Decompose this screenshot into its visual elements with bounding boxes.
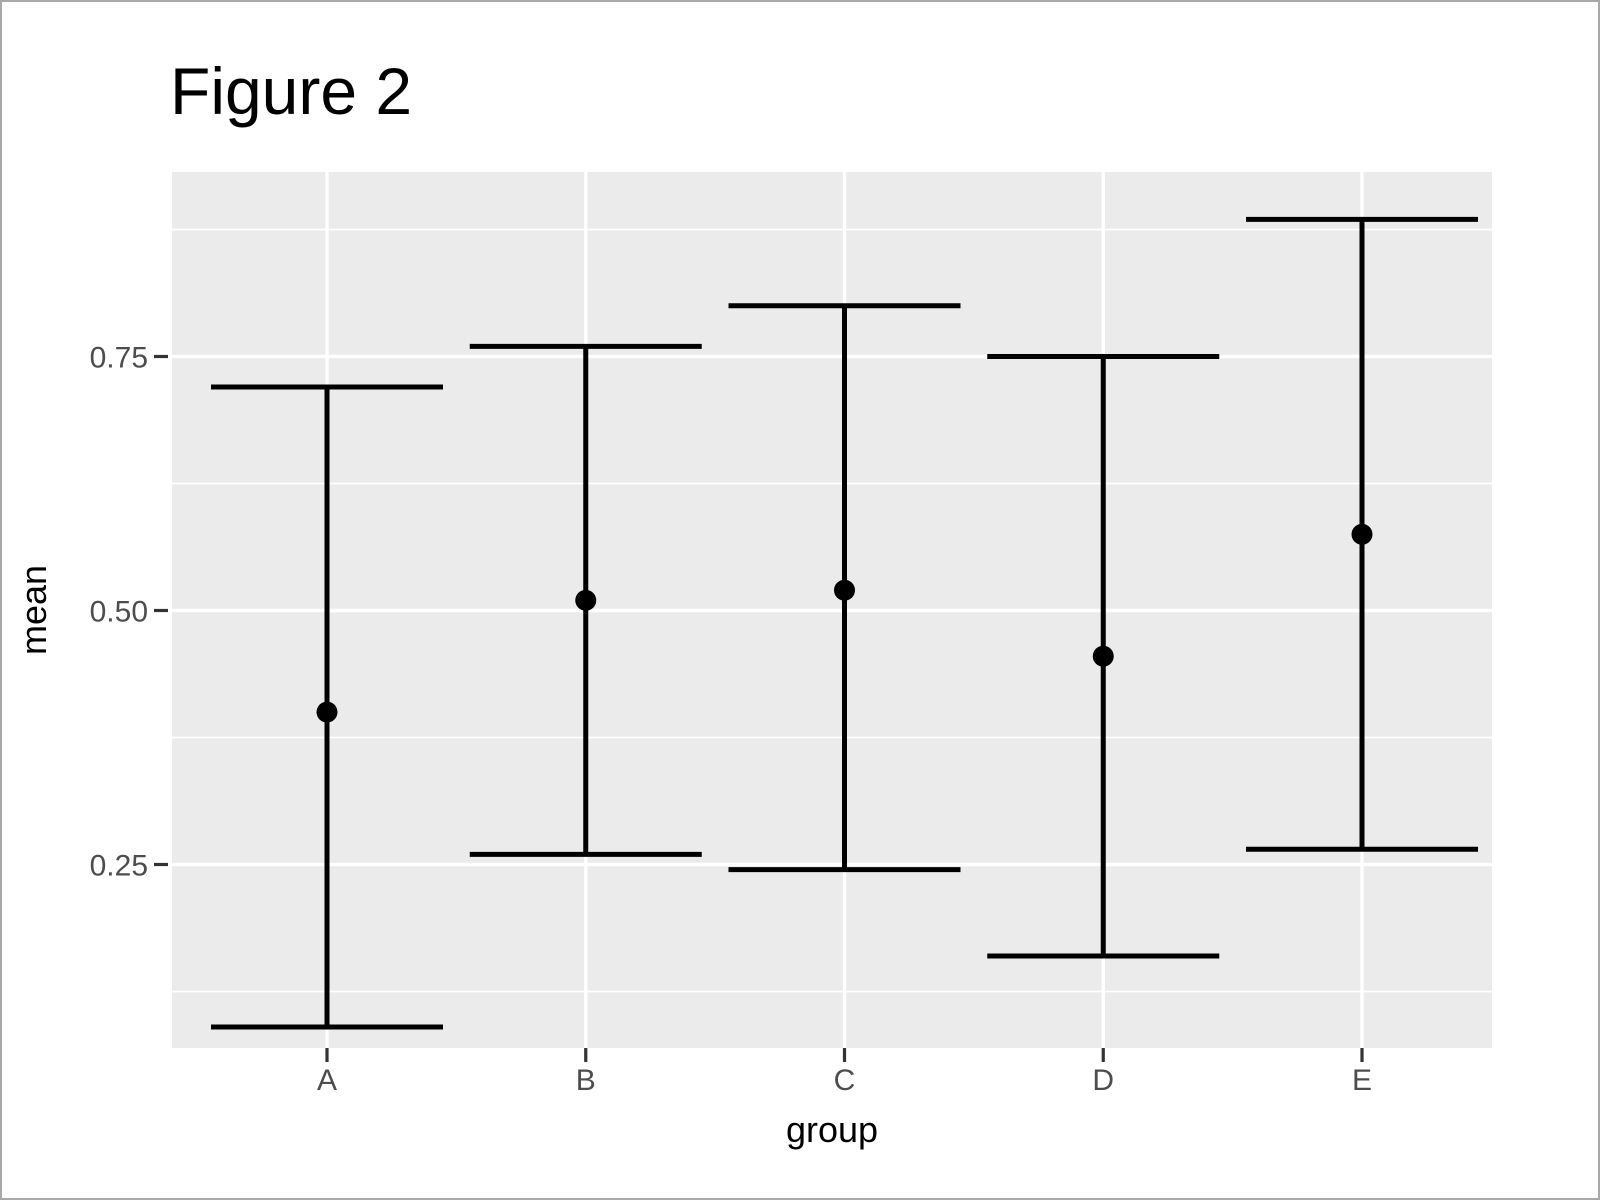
x-tick-label-E: E <box>1352 1064 1372 1097</box>
tick-labels-layer: 0.25 0.50 0.75 A B C D E <box>90 342 1372 1098</box>
mean-point-C <box>834 579 855 601</box>
mean-point-B <box>575 589 597 611</box>
y-tick-label-0.5: 0.50 <box>90 596 148 629</box>
y-tick-label-0.25: 0.25 <box>90 850 148 883</box>
x-tick-label-A: A <box>317 1064 337 1097</box>
figure-title: Figure 2 <box>170 54 412 128</box>
x-tick-label-D: D <box>1092 1064 1114 1097</box>
errorbar-group-C <box>728 303 961 873</box>
y-tick-label-0.75: 0.75 <box>90 342 148 375</box>
errorbar-group-A <box>211 384 443 1030</box>
y-axis-title: mean <box>13 565 54 655</box>
mean-point-A <box>316 701 338 723</box>
mean-point-D <box>1092 645 1114 667</box>
errorbars-layer <box>211 216 1478 1030</box>
errorbar-group-E <box>1246 216 1478 852</box>
axis-ticks-layer <box>154 354 1364 1062</box>
errorbar-group-D <box>987 354 1220 959</box>
x-tick-label-B: B <box>576 1064 596 1097</box>
x-tick-label-C: C <box>834 1064 856 1097</box>
x-axis-title: group <box>786 1109 878 1150</box>
mean-point-E <box>1351 523 1373 545</box>
errorbar-group-B <box>469 343 702 857</box>
